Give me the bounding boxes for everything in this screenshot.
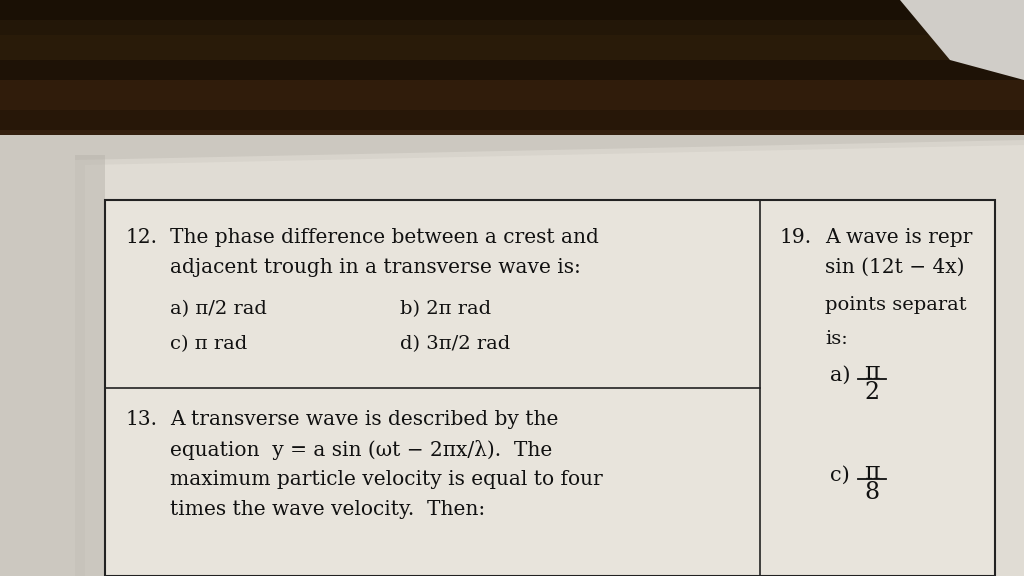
Text: times the wave velocity.  Then:: times the wave velocity. Then: xyxy=(170,500,485,519)
Text: points separat: points separat xyxy=(825,296,967,314)
Bar xyxy=(0,0,1024,20)
Text: b) 2π rad: b) 2π rad xyxy=(400,300,492,318)
Bar xyxy=(0,20,1024,35)
Text: maximum particle velocity is equal to four: maximum particle velocity is equal to fo… xyxy=(170,470,603,489)
Bar xyxy=(0,60,1024,80)
Text: π: π xyxy=(864,461,880,484)
Bar xyxy=(75,155,105,576)
Text: A wave is repr: A wave is repr xyxy=(825,228,973,247)
Text: 2: 2 xyxy=(864,381,880,404)
Text: π: π xyxy=(864,361,880,384)
Text: c) π rad: c) π rad xyxy=(170,335,247,353)
Text: 13.: 13. xyxy=(125,410,157,429)
Bar xyxy=(0,130,1024,155)
Text: 8: 8 xyxy=(864,481,880,504)
Bar xyxy=(105,200,995,576)
Text: A transverse wave is described by the: A transverse wave is described by the xyxy=(170,410,558,429)
Bar xyxy=(0,35,1024,60)
Polygon shape xyxy=(75,140,1024,576)
Text: d) 3π/2 rad: d) 3π/2 rad xyxy=(400,335,510,353)
Text: 19.: 19. xyxy=(780,228,812,247)
Text: c): c) xyxy=(830,465,850,484)
Text: is:: is: xyxy=(825,330,848,348)
Text: adjacent trough in a transverse wave is:: adjacent trough in a transverse wave is: xyxy=(170,258,581,277)
Bar xyxy=(0,110,1024,130)
Text: The phase difference between a crest and: The phase difference between a crest and xyxy=(170,228,599,247)
Bar xyxy=(0,135,1024,576)
Text: a) π/2 rad: a) π/2 rad xyxy=(170,300,267,318)
Bar xyxy=(0,80,1024,110)
Text: sin (12t − 4x): sin (12t − 4x) xyxy=(825,258,965,277)
Text: equation  y = a sin (ωt − 2πx/λ).  The: equation y = a sin (ωt − 2πx/λ). The xyxy=(170,440,552,460)
Bar xyxy=(0,0,1024,155)
Text: 12.: 12. xyxy=(125,228,157,247)
Text: a): a) xyxy=(830,366,851,385)
Polygon shape xyxy=(85,145,1024,576)
Polygon shape xyxy=(900,0,1024,80)
